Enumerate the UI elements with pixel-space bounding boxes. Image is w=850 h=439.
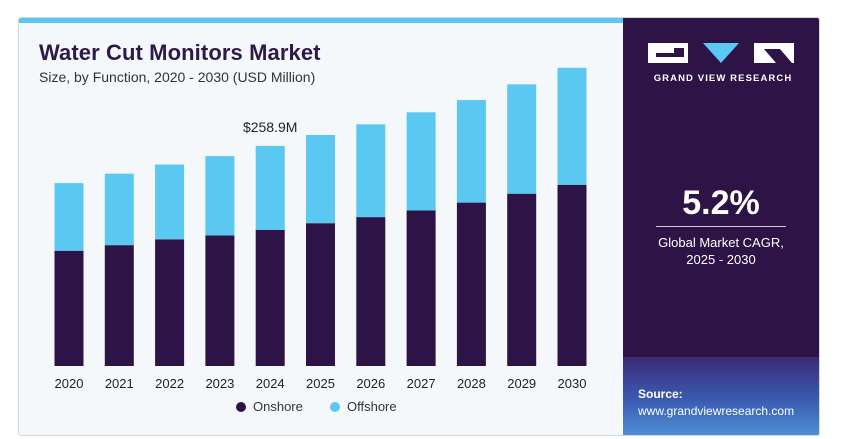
cagr-value: 5.2% [682,184,760,222]
x-tick-label: 2025 [306,376,335,391]
bar-onshore-2028 [456,202,486,366]
accent-bar [19,18,623,23]
bar-offshore-2025 [306,135,335,224]
bar-offshore-2023 [205,156,235,236]
source-panel: Source: www.grandviewresearch.com [623,357,819,435]
bar-offshore-2022 [155,164,185,240]
bar-offshore-2027 [406,112,436,211]
bar-onshore-2022 [155,239,185,366]
bar-offshore-2028 [456,100,486,203]
bar-onshore-2030 [557,184,587,366]
x-tick-label: 2030 [558,376,587,391]
legend-marker-onshore [236,402,246,412]
bar-onshore-2029 [507,193,537,366]
x-tick-label: 2020 [55,376,84,391]
cagr-divider [656,226,786,227]
bar-onshore-2026 [356,217,386,366]
x-tick-label: 2024 [256,376,285,391]
x-tick-label: 2021 [105,376,134,391]
bar-offshore-2020 [54,183,84,251]
source-url-link[interactable]: www.grandviewresearch.com [638,404,795,418]
chart-area: 2020 2021 2022 2023 2024 2025 2026 2027 2028 2029… [19,23,623,435]
bar-onshore-2024 [255,229,285,366]
cagr-label: Global Market CAGR, 2025 - 2030 [623,234,819,268]
bar-offshore-2030 [557,67,587,185]
legend-marker-offshore [330,402,340,412]
bar-onshore-2021 [104,245,134,366]
x-tick-label: 2026 [356,376,385,391]
x-tick-label: 2028 [457,376,486,391]
sidebar-panel: GRAND VIEW RESEARCH 5.2% Global Market C… [623,18,819,435]
bar-onshore-2023 [205,235,235,366]
bar-onshore-2025 [306,223,335,366]
bar-offshore-2029 [507,84,537,194]
chart-subtitle: Size, by Function, 2020 - 2030 (USD Mill… [39,69,316,85]
bar-onshore-2020 [54,250,84,366]
legend-label-onshore: Onshore [253,399,303,414]
bar-offshore-2024 [255,145,285,230]
chart-card: 2020 2021 2022 2023 2024 2025 2026 2027 2028 2029… [18,17,820,436]
grand-view-research-logo [648,43,794,63]
data-label-2024: $258.9M [243,119,297,135]
cagr-label-line1: Global Market CAGR, [658,235,784,250]
x-tick-label: 2029 [507,376,536,391]
x-tick-label: 2023 [205,376,234,391]
cagr-label-line2: 2025 - 2030 [686,252,756,267]
chart-title: Water Cut Monitors Market [39,40,321,65]
source-label: Source: [638,387,683,401]
x-tick-label: 2027 [407,376,436,391]
chart-plot: 2020 2021 2022 2023 2024 2025 2026 2027 2028 2029… [54,67,587,414]
bar-offshore-2026 [356,124,386,218]
bar-offshore-2021 [104,173,134,246]
bar-onshore-2027 [406,210,436,366]
brand-name: GRAND VIEW RESEARCH [653,73,793,84]
legend-label-offshore: Offshore [347,399,397,414]
x-tick-label: 2022 [155,376,184,391]
